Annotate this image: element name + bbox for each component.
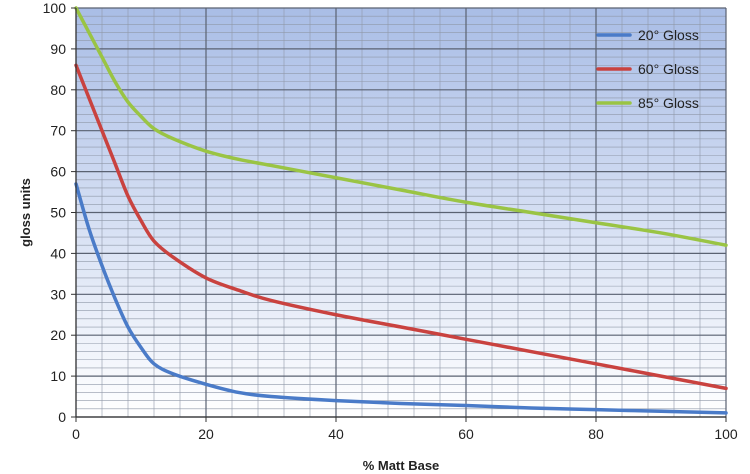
y-axis-label: gloss units xyxy=(18,178,33,247)
x-tick-label: 20 xyxy=(198,426,214,442)
series-line-2 xyxy=(74,63,728,391)
series-line-1 xyxy=(74,182,728,415)
y-tick-label: 50 xyxy=(50,205,66,221)
axes xyxy=(71,7,727,422)
legend: 20° Gloss 60° Gloss 85° Gloss xyxy=(596,27,699,111)
legend-label-1: 20° Gloss xyxy=(638,27,699,43)
y-tick-label: 70 xyxy=(50,123,66,139)
x-tick-label: 80 xyxy=(588,426,604,442)
y-tick-label: 10 xyxy=(50,368,66,384)
legend-label-2: 60° Gloss xyxy=(638,61,699,77)
legend-label-3: 85° Gloss xyxy=(638,95,699,111)
tick-labels: 0 10 20 30 40 50 60 70 80 90 100 0 20 40 60 80 100 xyxy=(43,0,738,442)
major-grid xyxy=(75,7,727,418)
x-tick-label: 100 xyxy=(714,426,738,442)
x-tick-label: 60 xyxy=(458,426,474,442)
y-tick-label: 30 xyxy=(50,286,66,302)
x-tick-label: 40 xyxy=(328,426,344,442)
x-axis-label: % Matt Base xyxy=(363,458,440,473)
x-tick-label: 0 xyxy=(72,426,80,442)
y-tick-label: 90 xyxy=(50,41,66,57)
y-tick-label: 60 xyxy=(50,164,66,180)
y-tick-label: 40 xyxy=(50,245,66,261)
y-tick-label: 20 xyxy=(50,327,66,343)
series-line-3 xyxy=(74,6,728,247)
y-tick-label: 100 xyxy=(43,0,67,16)
y-tick-label: 0 xyxy=(58,409,66,425)
y-tick-label: 80 xyxy=(50,82,66,98)
series-layer xyxy=(74,6,728,415)
